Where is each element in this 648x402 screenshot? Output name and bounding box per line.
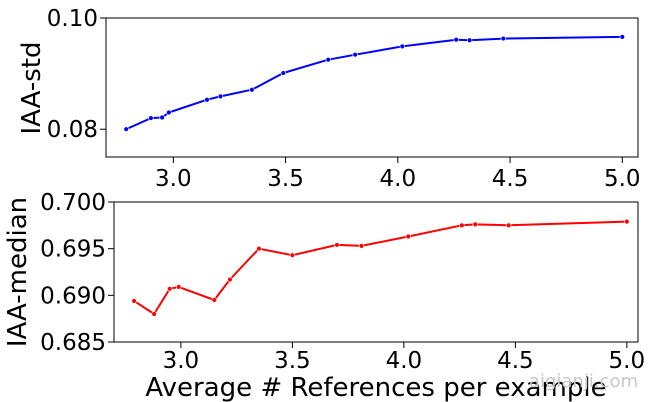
bottom-data-point	[472, 221, 478, 228]
top-x-tick-label: 4.5	[492, 166, 529, 192]
top-data-point	[280, 70, 287, 76]
top-data-point	[466, 37, 473, 43]
bottom-y-tick-label: 0.700	[40, 190, 106, 216]
top-data-point	[148, 115, 154, 121]
bottom-x-axis-label: Average # References per example	[145, 373, 606, 402]
bottom-data-point	[175, 284, 182, 290]
top-data-point	[352, 51, 358, 58]
bottom-x-tick-label: 5.0	[609, 348, 646, 374]
bottom-data-point	[505, 222, 512, 229]
bottom-y-tick-label: 0.690	[40, 283, 106, 309]
top-data-point	[249, 87, 255, 93]
bottom-data-point	[459, 222, 465, 229]
bottom-data-point	[256, 245, 262, 252]
top-data-point	[399, 43, 406, 50]
watermark: aigianji.com	[528, 371, 638, 392]
bottom-data-point	[211, 297, 218, 303]
bottom-y-tick-label: 0.685	[40, 330, 106, 356]
top-x-tick-label: 5.0	[604, 166, 641, 192]
bottom-y-tick-label: 0.695	[40, 237, 106, 263]
top-y-tick-label: 0.10	[47, 6, 98, 32]
top-data-point	[159, 114, 165, 121]
top-x-tick-label: 4.0	[380, 166, 417, 192]
top-x-tick-label: 3.0	[155, 166, 192, 192]
top-series-line	[125, 35, 623, 131]
bottom-y-axis-label: IAA-median	[3, 197, 33, 347]
top-plot-frame	[105, 17, 639, 158]
bottom-data-point	[405, 233, 412, 240]
bottom-x-tick-label: 4.0	[386, 348, 423, 374]
bottom-plot-frame	[113, 201, 639, 343]
bottom-data-point	[131, 298, 137, 304]
top-data-point	[123, 126, 129, 132]
top-data-point	[166, 109, 172, 116]
top-data-point	[217, 93, 224, 100]
top-data-point	[619, 34, 625, 40]
top-data-point	[453, 36, 459, 43]
top-data-point	[500, 35, 507, 42]
bottom-panel: IAA-median 0.685 0.690 0.695 0.700 3.0 3.5 4.…	[3, 190, 645, 402]
bottom-data-point	[167, 286, 173, 292]
top-panel: IAA-std 0.08 0.10 3.0 3.5 4.0 4.5 5.0	[17, 6, 641, 192]
bottom-x-tick-label: 3.0	[163, 348, 200, 374]
bottom-data-point	[227, 276, 233, 283]
bottom-data-point	[334, 242, 340, 248]
bottom-x-tick-label: 4.5	[497, 348, 534, 374]
top-y-axis-label: IAA-std	[17, 41, 47, 134]
bottom-data-point	[289, 252, 296, 258]
bottom-data-point	[151, 311, 157, 317]
top-data-point	[325, 56, 331, 63]
top-x-tick-label: 3.5	[267, 166, 304, 192]
bottom-series-line	[133, 220, 627, 315]
bottom-data-point	[624, 218, 630, 225]
bottom-x-tick-label: 3.5	[274, 348, 311, 374]
top-data-point	[204, 97, 210, 103]
bottom-data-point	[358, 243, 365, 249]
top-y-tick-label: 0.08	[47, 117, 98, 143]
